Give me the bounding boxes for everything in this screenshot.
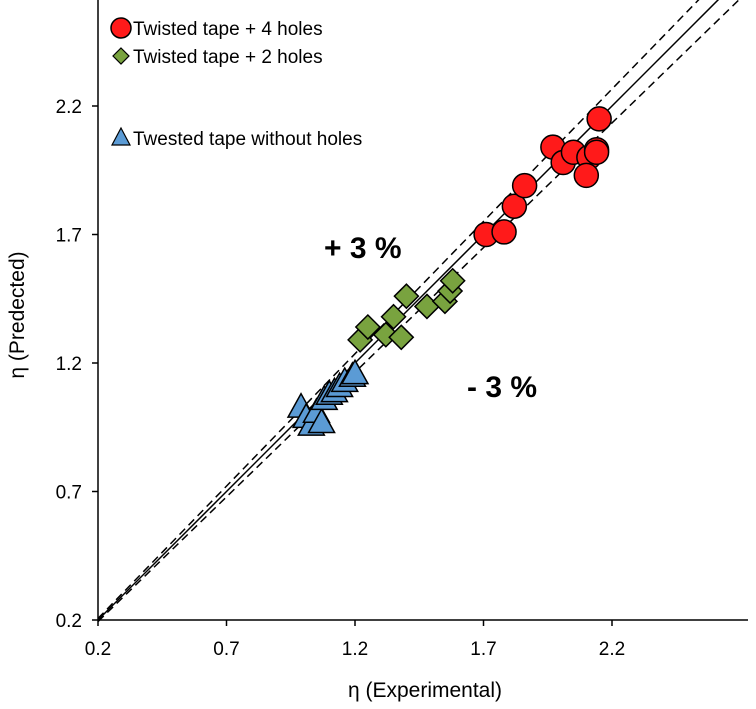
y-tick-label: 2.2: [56, 97, 82, 118]
data-point-circle: [583, 139, 610, 166]
minus-3-percent-label: - 3 %: [467, 371, 537, 404]
legend-label-2-holes: Twisted tape + 2 holes: [133, 47, 323, 68]
x-axis-label: η (Experimental): [348, 679, 502, 702]
data-point-circle: [501, 193, 528, 219]
data-point-diamond: [388, 324, 415, 351]
legend-label-no-holes: Twested tape without holes: [133, 129, 362, 150]
data-point-circle: [573, 162, 600, 189]
x-tick-label: 1.7: [470, 639, 496, 660]
y-tick-label: 0.7: [56, 483, 82, 504]
y-axis-label: η (Predected): [6, 251, 29, 378]
y-tick-label: 0.2: [56, 611, 82, 632]
data-point-diamond: [439, 267, 466, 294]
y-tick-label: 1.7: [56, 226, 82, 247]
x-tick-label: 2.2: [599, 639, 625, 660]
y-tick-label: 1.2: [56, 354, 82, 375]
data-point-triangle: [307, 407, 336, 434]
data-point-triangle: [340, 358, 370, 385]
plus-3-percent-label: + 3 %: [324, 232, 402, 265]
identity-line: [97, 0, 720, 621]
x-tick-label: 0.7: [213, 639, 239, 660]
legend-marker-no-holes: [111, 126, 131, 146]
data-points: [286, 106, 612, 436]
data-point-diamond: [380, 303, 407, 330]
plus-3-percent-line: [97, 0, 700, 619]
x-tick-label: 0.2: [85, 639, 111, 660]
data-point-circle: [491, 219, 517, 245]
data-point-circle: [511, 172, 538, 199]
legend-marker-4-holes: [110, 17, 132, 39]
data-point-circle: [586, 106, 612, 132]
data-point-diamond: [393, 283, 420, 310]
tick-labels: 0.2 0.7 1.2 1.7 2.2 0.2 0.7 1.2 1.7 2.2: [56, 97, 626, 660]
data-point-diamond: [354, 313, 381, 341]
x-tick-label: 1.2: [342, 639, 368, 660]
legend-label-4-holes: Twisted tape + 4 holes: [133, 19, 323, 40]
legend-marker-2-holes: [112, 47, 130, 65]
axes: [97, 0, 748, 621]
legend: Twisted tape + 4 holes Twisted tape + 2 …: [110, 17, 362, 150]
